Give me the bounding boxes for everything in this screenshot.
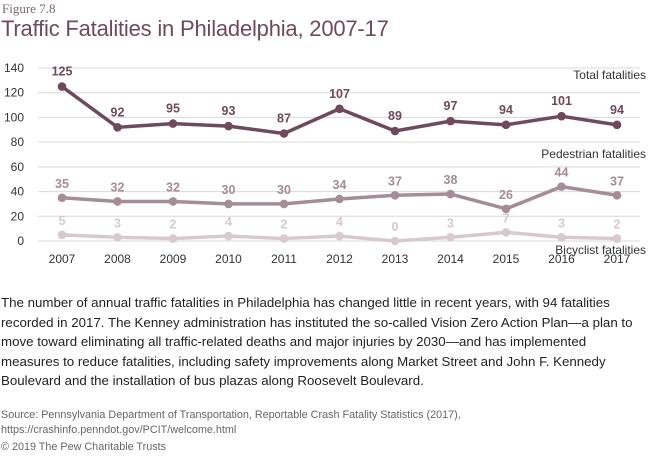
figure-label: Figure 7.8 <box>2 1 56 16</box>
pedestrian-point-2013 <box>390 190 400 200</box>
bicyclist-data-label-2014: 3 <box>447 216 454 230</box>
pedestrian-data-label-2016: 44 <box>555 166 569 180</box>
x-tick-label-2013: 2013 <box>382 252 409 266</box>
total-point-2015 <box>501 120 511 130</box>
bicyclist-data-label-2016: 3 <box>558 216 565 230</box>
total-data-label-2012: 107 <box>329 87 350 101</box>
total-data-label-2009: 95 <box>166 102 180 116</box>
x-tick-label-2017: 2017 <box>604 252 631 266</box>
bicyclist-point-2007 <box>57 230 67 240</box>
bicyclist-data-label-2011: 2 <box>281 218 288 232</box>
bicyclist-data-label-2013: 0 <box>392 220 399 234</box>
bicyclist-point-2016 <box>557 232 566 242</box>
x-tick-label-2009: 2009 <box>160 252 187 266</box>
pedestrian-point-2016 <box>557 182 566 191</box>
total-point-2011 <box>279 129 289 138</box>
total-point-2009 <box>168 119 178 128</box>
pedestrian-data-label-2015: 26 <box>499 188 513 202</box>
total-data-label-2017: 94 <box>610 103 624 117</box>
pedestrian-data-label-2017: 37 <box>610 174 624 188</box>
total-data-label-2008: 92 <box>111 105 125 119</box>
pedestrian-data-label-2009: 32 <box>166 180 180 194</box>
bicyclist-point-2013 <box>390 236 400 246</box>
pedestrian-data-label-2011: 30 <box>277 183 291 197</box>
pedestrian-legend-label: Pedestrian fatalities <box>541 147 646 161</box>
bicyclist-point-2015 <box>501 228 511 237</box>
y-tick-label-40: 40 <box>11 185 25 199</box>
bicyclist-data-label-2010: 4 <box>225 215 232 229</box>
total-point-2017 <box>612 120 622 130</box>
bicyclist-point-2009 <box>168 234 178 243</box>
pedestrian-data-label-2008: 32 <box>111 180 125 194</box>
source-note: Source: Pennsylvania Department of Trans… <box>1 409 461 436</box>
bicyclist-legend-label: Bicyclist fatalities <box>555 243 646 257</box>
pedestrian-point-2010 <box>224 199 233 209</box>
total-point-2013 <box>390 126 400 136</box>
x-tick-label-2016: 2016 <box>548 252 575 266</box>
bicyclist-data-label-2009: 2 <box>170 218 177 232</box>
bicyclist-data-label-2008: 3 <box>114 216 121 230</box>
bicyclist-point-2014 <box>446 232 455 242</box>
total-data-label-2016: 101 <box>551 94 572 108</box>
total-data-label-2013: 89 <box>388 109 402 123</box>
pedestrian-point-2008 <box>113 197 122 206</box>
bicyclist-point-2011 <box>279 234 289 243</box>
total-point-2014 <box>446 116 455 126</box>
chart-title: Traffic Fatalities in Philadelphia, 2007… <box>1 16 389 41</box>
total-data-label-2014: 97 <box>444 99 458 113</box>
description-paragraph: The number of annual traffic fatalities … <box>1 295 633 388</box>
x-tick-label-2012: 2012 <box>326 252 353 266</box>
copyright-notice: © 2019 The Pew Charitable Trusts <box>1 441 166 453</box>
x-tick-label-2015: 2015 <box>493 252 520 266</box>
pedestrian-point-2009 <box>168 197 178 206</box>
bicyclist-point-2012 <box>335 231 344 241</box>
bicyclist-point-2008 <box>113 232 122 242</box>
pedestrian-data-label-2012: 34 <box>333 178 347 192</box>
total-point-2010 <box>224 121 233 131</box>
x-tick-label-2010: 2010 <box>215 252 242 266</box>
bicyclist-point-2010 <box>224 231 233 241</box>
pedestrian-point-2012 <box>335 194 344 204</box>
pedestrian-data-label-2010: 30 <box>222 183 236 197</box>
pedestrian-point-2014 <box>446 189 455 199</box>
bicyclist-point-2017 <box>612 234 622 243</box>
pedestrian-point-2017 <box>612 190 622 200</box>
pedestrian-point-2007 <box>57 193 67 203</box>
pedestrian-data-label-2007: 35 <box>55 177 69 191</box>
total-data-label-2007: 125 <box>52 65 73 79</box>
pedestrian-data-label-2013: 37 <box>388 174 402 188</box>
bicyclist-data-label-2012: 4 <box>336 215 343 229</box>
x-tick-label-2007: 2007 <box>49 252 76 266</box>
bicyclist-data-label-2007: 5 <box>59 214 66 228</box>
y-tick-label-20: 20 <box>11 209 25 223</box>
total-point-2012 <box>335 104 344 114</box>
total-data-label-2010: 93 <box>222 104 236 118</box>
total-legend-label: Total fatalities <box>573 68 646 82</box>
y-tick-label-120: 120 <box>4 86 24 100</box>
y-tick-label-0: 0 <box>17 234 24 248</box>
total-data-label-2011: 87 <box>277 111 291 125</box>
total-point-2007 <box>57 82 67 91</box>
bicyclist-data-label-2015: 7 <box>503 211 510 225</box>
total-data-label-2015: 94 <box>499 103 513 117</box>
x-tick-label-2011: 2011 <box>271 252 297 266</box>
total-point-2008 <box>113 123 122 132</box>
y-tick-label-60: 60 <box>11 160 25 174</box>
x-tick-label-2008: 2008 <box>104 252 131 266</box>
pedestrian-data-label-2014: 38 <box>444 173 458 187</box>
total-point-2016 <box>557 111 566 121</box>
bicyclist-data-label-2017: 2 <box>614 218 621 232</box>
pedestrian-point-2011 <box>279 199 289 209</box>
y-tick-label-80: 80 <box>11 135 25 149</box>
x-tick-label-2014: 2014 <box>437 252 464 266</box>
y-tick-label-100: 100 <box>4 110 24 124</box>
pedestrian-point-2015 <box>501 204 511 214</box>
y-tick-label-140: 140 <box>4 61 24 75</box>
